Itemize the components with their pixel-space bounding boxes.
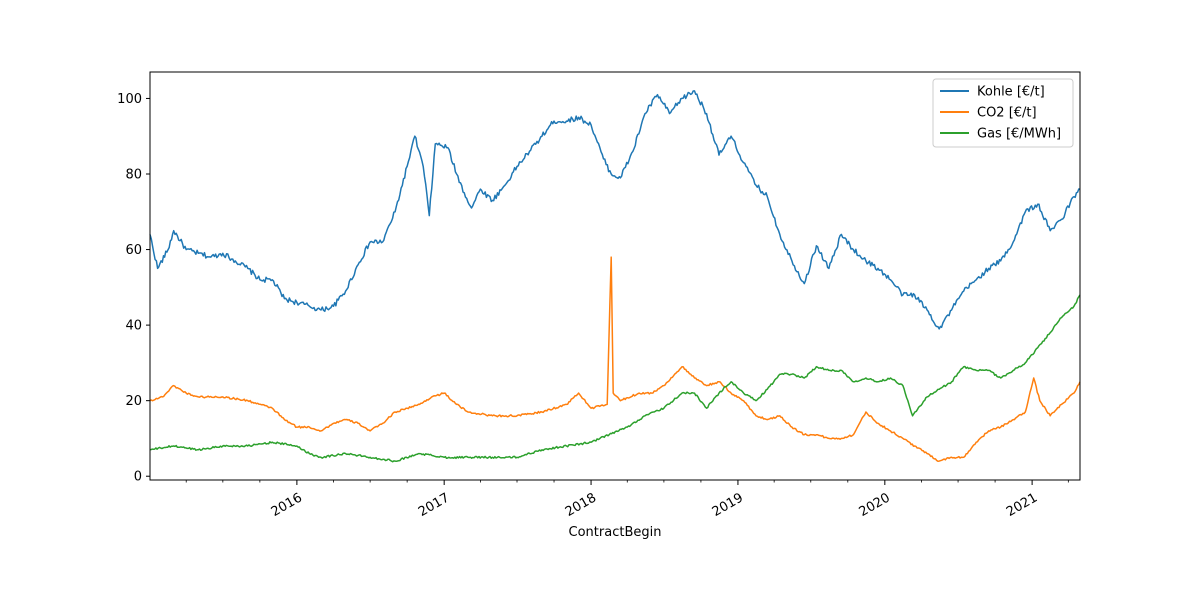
y-tick-label: 40 — [125, 319, 142, 334]
series-line-3 — [149, 294, 1081, 463]
y-axis: 0 20 40 60 80 100 — [117, 92, 150, 485]
series-lines — [149, 90, 1081, 463]
y-tick-label: 0 — [134, 470, 142, 485]
series-line-1 — [149, 90, 1081, 330]
legend-label: CO2 [€/t] — [977, 106, 1037, 121]
plot-frame — [149, 71, 1081, 481]
legend-label: Kohle [€/t] — [977, 85, 1045, 100]
x-axis-title: ContractBegin — [569, 525, 662, 540]
y-tick-label: 80 — [125, 168, 142, 183]
legend-box — [932, 78, 1074, 148]
y-tick-label: 20 — [125, 394, 142, 409]
legend: Kohle [€/t] CO2 [€/t] Gas [€/MWh] — [932, 78, 1074, 148]
legend-label: Gas [€/MWh] — [977, 127, 1061, 142]
y-tick-label: 100 — [117, 92, 142, 107]
y-tick-label: 60 — [125, 243, 142, 258]
series-line-2 — [149, 256, 1081, 462]
